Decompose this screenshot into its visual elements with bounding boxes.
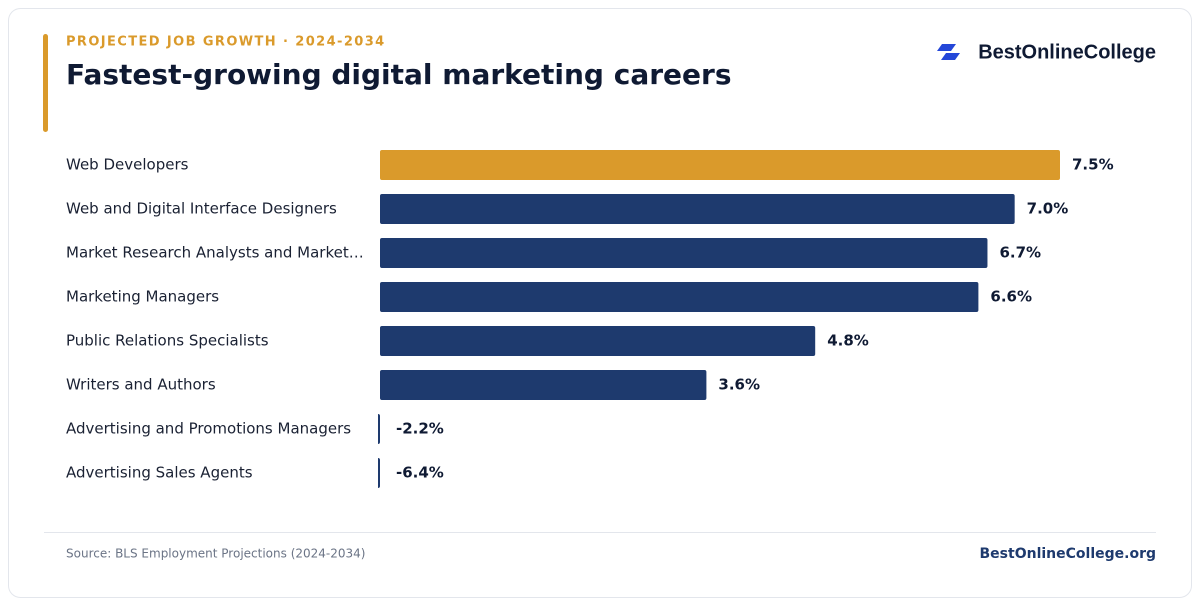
category-label: Web and Digital Interface Designers — [66, 200, 337, 218]
eyebrow: PROJECTED JOB GROWTH · 2024-2034 — [66, 35, 386, 50]
brand: BestOnlineCollege — [978, 41, 1156, 63]
category-label: Writers and Authors — [66, 376, 216, 394]
value-label: -6.4% — [396, 464, 444, 482]
bar — [380, 194, 1015, 224]
category-label: Advertising Sales Agents — [66, 464, 253, 482]
value-label: 7.0% — [1027, 200, 1069, 218]
source: Source: BLS Employment Projections (2024… — [66, 547, 365, 561]
brand-logo — [937, 44, 960, 60]
bar — [380, 150, 1060, 180]
value-label: 3.6% — [718, 376, 760, 394]
accent-bar — [43, 34, 48, 132]
bar — [380, 238, 988, 268]
value-label: 7.5% — [1072, 156, 1114, 174]
value-label: 6.7% — [999, 244, 1041, 262]
category-label: Web Developers — [66, 156, 189, 174]
category-label: Public Relations Specialists — [66, 332, 269, 350]
value-label: -2.2% — [396, 420, 444, 438]
value-label: 6.6% — [990, 288, 1032, 306]
site: BestOnlineCollege.org — [980, 546, 1156, 562]
value-label: 4.8% — [827, 332, 869, 350]
bar — [380, 326, 816, 356]
category-label: Advertising and Promotions Managers — [66, 420, 351, 438]
chart-title: Fastest-growing digital marketing career… — [66, 58, 731, 91]
bar — [380, 370, 707, 400]
category-label: Market Research Analysts and Market… — [66, 244, 364, 262]
category-label: Marketing Managers — [66, 288, 219, 306]
bar — [380, 282, 979, 312]
